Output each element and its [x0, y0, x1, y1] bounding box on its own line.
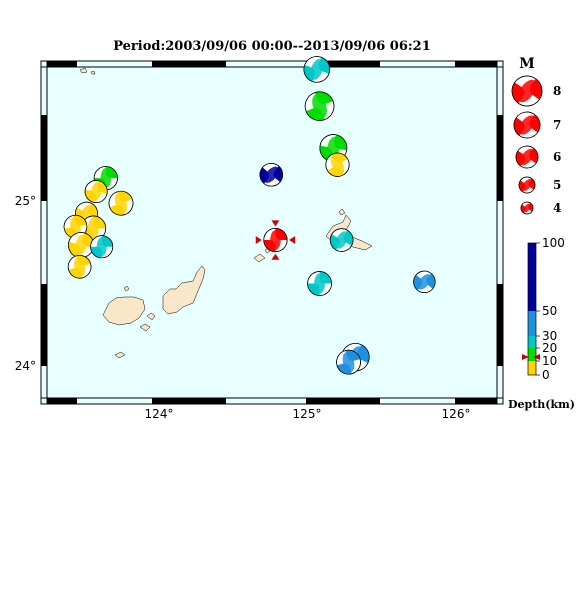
senkaku-islet-1 [79, 67, 88, 74]
magnitude-legend: M 8 7 6 5 4 [511, 56, 561, 215]
event-beachball-4 [259, 163, 284, 187]
selected-marker-right [289, 236, 296, 245]
event-beachball-0 [303, 56, 331, 83]
depth-tick-0: 0 [542, 368, 550, 382]
lon-tick-124: 124° [145, 407, 174, 421]
event-beachball-16 [307, 271, 332, 296]
depth-band-20-30 [528, 336, 536, 348]
lat-tick-25: 25° [15, 194, 36, 208]
depth-selected-marker [522, 354, 540, 360]
depth-tick-30: 30 [542, 329, 557, 343]
depth-tick-20: 20 [542, 341, 557, 355]
depth-band-30-50 [528, 311, 536, 336]
event-beachball-14 [67, 255, 92, 279]
event-beachball-19 [336, 349, 361, 375]
event-beachball-8 [108, 190, 134, 216]
magnitude-legend-heading: M [519, 56, 535, 72]
depth-tick-100: 100 [542, 236, 565, 250]
depth-band-10-20 [528, 348, 536, 361]
event-beachball-7 [84, 180, 108, 203]
selected-marker-bottom [271, 253, 280, 260]
map-panel [40, 56, 504, 405]
map-title: Period:2003/09/06 00:00--2013/09/06 06:2… [113, 39, 431, 54]
event-beachball-15 [329, 228, 354, 252]
events-layer [63, 56, 436, 375]
magnitude-legend-label-6: 6 [553, 150, 561, 164]
magnitude-legend-label-5: 5 [553, 178, 561, 192]
selected-marker-left [255, 236, 262, 245]
magnitude-legend-label-8: 8 [553, 84, 561, 98]
depth-legend-label: Depth(km) [508, 398, 575, 411]
lon-tick-125: 125° [293, 407, 322, 421]
kuroshima [139, 323, 151, 332]
hatoma-island [123, 285, 130, 292]
magnitude-legend-ball-8 [511, 75, 543, 107]
event-beachball-5 [263, 227, 288, 253]
lat-tick-24: 24° [15, 359, 36, 373]
depth-tick-10: 10 [542, 354, 557, 368]
event-beachball-2 [319, 134, 348, 162]
lon-tick-126: 126° [442, 407, 471, 421]
selected-marker-top [271, 220, 280, 227]
event-beachball-17 [413, 270, 436, 294]
iriomote-island [102, 296, 146, 326]
magnitude-legend-ball-5 [518, 176, 536, 194]
depth-band-50-100 [528, 243, 536, 311]
depth-tick-50: 50 [542, 304, 557, 318]
magnitude-legend-ball-4 [520, 201, 534, 215]
ishigaki-island [162, 265, 206, 315]
senkaku-islet-2 [90, 70, 96, 75]
depth-band-0-10 [528, 361, 536, 375]
magnitude-legend-ball-7 [513, 111, 541, 139]
event-beachball-1 [304, 91, 335, 121]
event-beachball-3 [325, 152, 350, 177]
selected-event-marker [255, 220, 296, 260]
magnitude-legend-label-7: 7 [553, 118, 561, 132]
magnitude-legend-ball-6 [515, 145, 539, 169]
magnitude-legend-label-4: 4 [553, 201, 561, 215]
tarama-island [253, 253, 266, 263]
event-beachball-13 [90, 235, 114, 259]
hateruma-island [114, 351, 126, 359]
taketomi-island [146, 312, 156, 321]
frame-ticks [40, 60, 504, 405]
ikema-island [338, 208, 346, 216]
